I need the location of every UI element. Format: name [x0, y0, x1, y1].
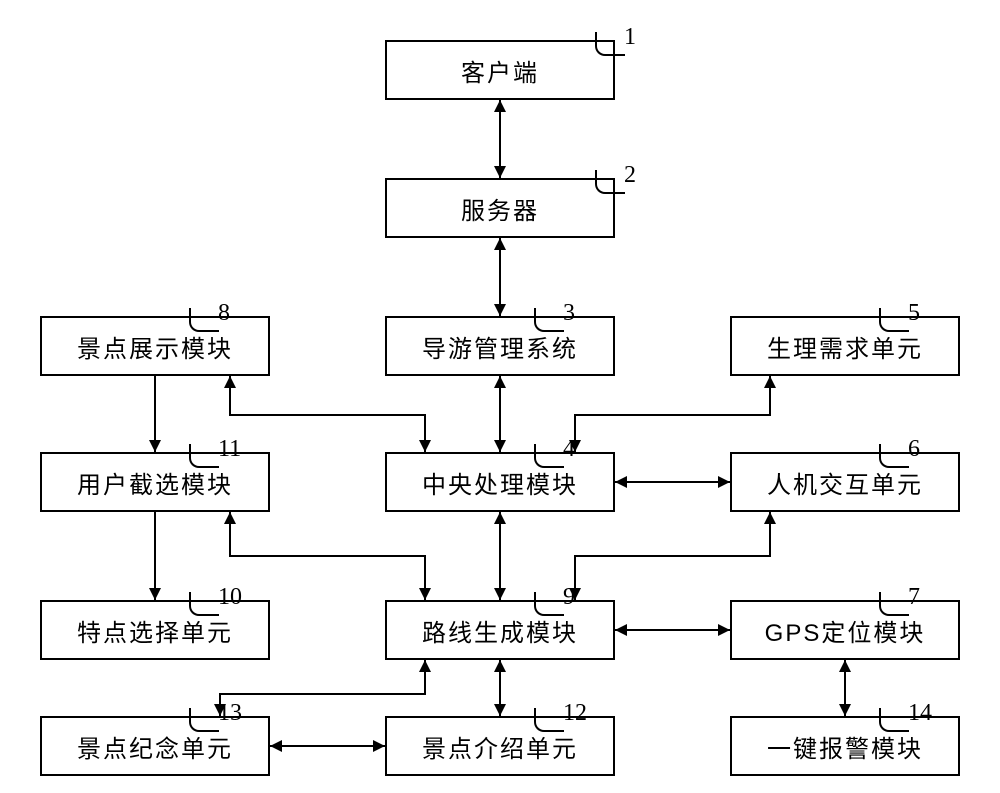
- node-n6: 人机交互单元: [730, 452, 960, 512]
- num-n4: 4: [563, 436, 575, 463]
- num-n3: 3: [563, 300, 575, 327]
- hook-n1: [595, 32, 625, 56]
- hook-n4: [534, 444, 564, 468]
- hook-n3: [534, 308, 564, 332]
- num-n11: 11: [218, 436, 241, 463]
- node-n8: 景点展示模块: [40, 316, 270, 376]
- hook-n14: [879, 708, 909, 732]
- num-n2: 2: [624, 162, 636, 189]
- hook-n6: [879, 444, 909, 468]
- num-n7: 7: [908, 584, 920, 611]
- diagram-canvas: 客户端1服务器2导游管理系统3中央处理模块4路线生成模块9景点介绍单元12景点展…: [0, 0, 1000, 793]
- hook-n12: [534, 708, 564, 732]
- hook-n8: [189, 308, 219, 332]
- hook-n2: [595, 170, 625, 194]
- num-n6: 6: [908, 436, 920, 463]
- hook-n11: [189, 444, 219, 468]
- hook-n9: [534, 592, 564, 616]
- hook-n10: [189, 592, 219, 616]
- num-n10: 10: [218, 584, 242, 611]
- node-n7: GPS定位模块: [730, 600, 960, 660]
- hook-n5: [879, 308, 909, 332]
- edges-layer: [0, 0, 1000, 793]
- num-n9: 9: [563, 584, 575, 611]
- num-n13: 13: [218, 700, 242, 727]
- num-n12: 12: [563, 700, 587, 727]
- hook-n13: [189, 708, 219, 732]
- hook-n7: [879, 592, 909, 616]
- node-n9: 路线生成模块: [385, 600, 615, 660]
- node-n4: 中央处理模块: [385, 452, 615, 512]
- num-n14: 14: [908, 700, 932, 727]
- node-n5: 生理需求单元: [730, 316, 960, 376]
- num-n5: 5: [908, 300, 920, 327]
- node-n3: 导游管理系统: [385, 316, 615, 376]
- node-n1: 客户端: [385, 40, 615, 100]
- num-n8: 8: [218, 300, 230, 327]
- node-n2: 服务器: [385, 178, 615, 238]
- num-n1: 1: [624, 24, 636, 51]
